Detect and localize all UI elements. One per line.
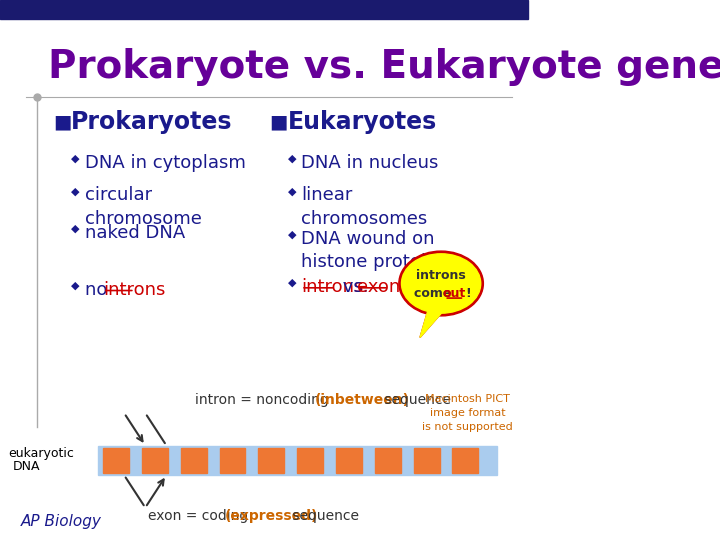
Bar bbox=[0, 0, 528, 19]
Bar bbox=[414, 448, 439, 472]
Polygon shape bbox=[420, 310, 444, 338]
Text: naked DNA: naked DNA bbox=[84, 224, 185, 242]
Text: eukaryotic: eukaryotic bbox=[8, 447, 73, 461]
Text: DNA in nucleus: DNA in nucleus bbox=[301, 154, 438, 172]
Text: intron = noncoding: intron = noncoding bbox=[195, 393, 333, 407]
Bar bbox=[297, 448, 323, 472]
Ellipse shape bbox=[399, 251, 483, 316]
Text: ◆: ◆ bbox=[71, 154, 80, 164]
Text: sequence: sequence bbox=[380, 393, 451, 407]
Ellipse shape bbox=[402, 254, 481, 313]
Text: DNA: DNA bbox=[13, 460, 41, 474]
Bar bbox=[103, 448, 129, 472]
Polygon shape bbox=[420, 310, 444, 338]
Bar bbox=[142, 448, 168, 472]
Text: introns: introns bbox=[103, 281, 166, 299]
Bar bbox=[181, 448, 207, 472]
Bar bbox=[336, 448, 362, 472]
Text: Eukaryotes: Eukaryotes bbox=[288, 110, 437, 133]
Text: ◆: ◆ bbox=[71, 224, 80, 234]
Text: Macintosh PICT
image format
is not supported: Macintosh PICT image format is not suppo… bbox=[422, 394, 513, 432]
Bar bbox=[375, 448, 401, 472]
Text: exon = coding: exon = coding bbox=[148, 509, 253, 523]
Text: ◆: ◆ bbox=[288, 186, 297, 197]
Bar bbox=[258, 448, 284, 472]
Text: AP Biology: AP Biology bbox=[21, 514, 102, 529]
Text: circular
chromosome: circular chromosome bbox=[84, 186, 202, 228]
Text: sequence: sequence bbox=[288, 509, 359, 523]
Text: ◆: ◆ bbox=[288, 154, 297, 164]
Text: exons: exons bbox=[357, 278, 410, 296]
Text: come: come bbox=[414, 287, 456, 300]
Text: no: no bbox=[84, 281, 112, 299]
Text: !: ! bbox=[466, 287, 472, 300]
Bar bbox=[452, 448, 478, 472]
Text: ■: ■ bbox=[269, 112, 288, 131]
Text: introns: introns bbox=[301, 278, 364, 296]
Text: DNA in cytoplasm: DNA in cytoplasm bbox=[84, 154, 246, 172]
Text: Prokaryotes: Prokaryotes bbox=[71, 110, 233, 133]
Text: ◆: ◆ bbox=[71, 281, 80, 291]
Text: ◆: ◆ bbox=[288, 278, 297, 288]
Text: DNA wound on
histone proteins: DNA wound on histone proteins bbox=[301, 230, 447, 271]
Bar bbox=[220, 448, 246, 472]
Text: ◆: ◆ bbox=[71, 186, 80, 197]
Text: vs.: vs. bbox=[337, 278, 374, 296]
Text: linear
chromosomes: linear chromosomes bbox=[301, 186, 428, 228]
Text: (inbetween): (inbetween) bbox=[315, 393, 410, 407]
Text: introns: introns bbox=[416, 269, 466, 282]
Bar bbox=[98, 446, 497, 475]
Text: ◆: ◆ bbox=[288, 230, 297, 240]
Text: out: out bbox=[443, 287, 466, 300]
Text: ■: ■ bbox=[53, 112, 71, 131]
Text: (expressed): (expressed) bbox=[225, 509, 318, 523]
Text: Prokaryote vs. Eukaryote genes: Prokaryote vs. Eukaryote genes bbox=[48, 49, 720, 86]
